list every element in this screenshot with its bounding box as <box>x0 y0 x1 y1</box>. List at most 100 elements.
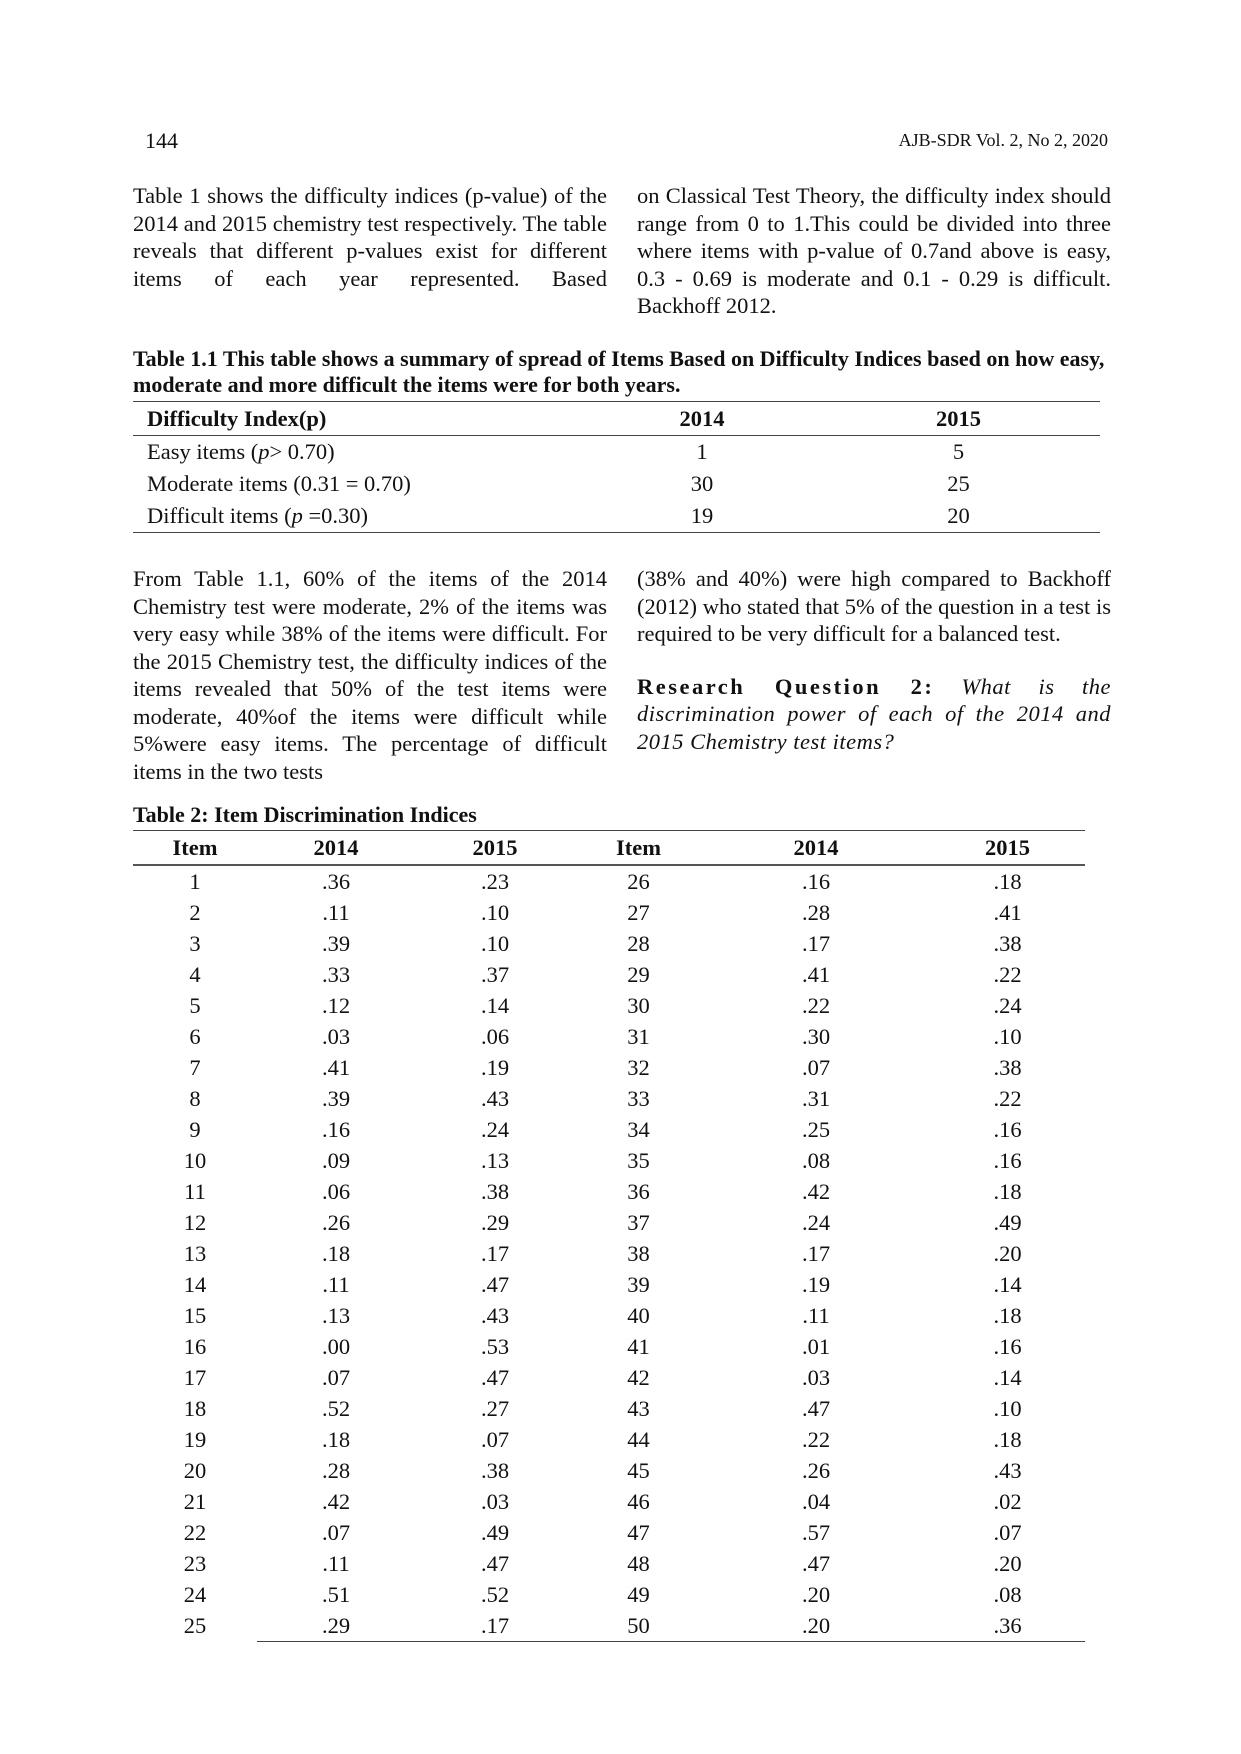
table-cell: .11 <box>322 1271 350 1297</box>
table-cell: .16 <box>801 868 831 894</box>
table-row: 8 .39 .43 33 .31 .22 <box>133 1083 1085 1114</box>
table-cell: .16 <box>993 1147 1022 1173</box>
table-row: 14 .11 .47 39 .19 .14 <box>133 1269 1085 1300</box>
table-cell: 9 <box>189 1116 201 1142</box>
table-cell: .39 <box>321 930 351 956</box>
column-header: 2015 <box>817 401 1100 436</box>
table-cell: .31 <box>801 1085 831 1111</box>
table-cell: .37 <box>480 961 510 987</box>
table-cell: 34 <box>627 1116 650 1142</box>
table-cell: 23 <box>183 1550 207 1576</box>
table-cell: .07 <box>993 1519 1022 1545</box>
table-cell: 17 <box>183 1364 207 1390</box>
table-header-row: Item 2014 2015 Item 2014 2015 <box>133 830 1085 866</box>
column-header: Item <box>133 830 257 866</box>
table-cell: 11 <box>184 1178 206 1204</box>
table-cell: .20 <box>993 1240 1022 1266</box>
table-cell: 32 <box>627 1054 650 1080</box>
table-cell: .17 <box>480 1240 510 1266</box>
table-row: 11 .06 .38 36 .42 .18 <box>133 1176 1085 1207</box>
table-cell: 31 <box>627 1023 650 1049</box>
table-row: 1 .36 .23 26 .16 .18 <box>133 865 1085 897</box>
table-row: 9 .16 .24 34 .25 .16 <box>133 1114 1085 1145</box>
table-cell: 18 <box>183 1395 207 1421</box>
column-header: 2014 <box>587 401 817 436</box>
table-cell: 22 <box>183 1519 207 1545</box>
table-row: 16 .00 .53 41 .01 .16 <box>133 1331 1085 1362</box>
cell-v2015: 25 <box>947 471 970 496</box>
table-cell: .33 <box>321 961 351 987</box>
table-cell: 16 <box>183 1333 207 1359</box>
table-cell: .22 <box>993 1085 1022 1111</box>
table-cell: .16 <box>321 1116 351 1142</box>
table-cell: .28 <box>801 899 831 925</box>
table-cell: .10 <box>480 930 510 956</box>
table-cell: 4 <box>189 961 201 987</box>
table-cell: .03 <box>321 1023 351 1049</box>
table-cell: .09 <box>321 1147 351 1173</box>
table-cell: .14 <box>993 1271 1022 1297</box>
table-row: 20 .28 .38 45 .26 .43 <box>133 1455 1085 1486</box>
table-cell: .07 <box>801 1054 831 1080</box>
table-cell: 29 <box>627 961 650 987</box>
table-cell: .29 <box>257 1610 415 1642</box>
table-cell: .10 <box>993 1395 1022 1421</box>
table-cell: .07 <box>480 1426 510 1452</box>
table-cell: 7 <box>189 1054 201 1080</box>
table-row: 4 .33 .37 29 .41 .22 <box>133 959 1085 990</box>
table-cell: 33 <box>627 1085 650 1111</box>
table-row: Moderate items (0.31 = 0.70) 30 25 <box>133 468 1100 500</box>
table-row: Easy items (p> 0.70) 1 5 <box>133 436 1100 469</box>
table-cell: .20 <box>702 1610 930 1642</box>
table-cell: 14 <box>183 1271 207 1297</box>
table-cell: 44 <box>627 1426 650 1452</box>
research-question-label: Research Question 2: <box>637 673 935 699</box>
table-row: 7 .41 .19 32 .07 .38 <box>133 1052 1085 1083</box>
table-cell: .38 <box>993 1054 1022 1080</box>
table-cell: 15 <box>183 1302 207 1328</box>
table-cell: 42 <box>627 1364 650 1390</box>
table-cell: .03 <box>480 1488 510 1514</box>
table-cell: .28 <box>321 1457 351 1483</box>
table-cell: .38 <box>993 930 1022 956</box>
table-cell: .38 <box>480 1457 510 1483</box>
table-cell: .20 <box>993 1550 1022 1576</box>
research-question-text: What is the discrimination power of each… <box>637 673 1111 754</box>
table-cell: .00 <box>321 1333 351 1359</box>
table-cell: .36 <box>321 868 351 894</box>
table-cell: .18 <box>321 1426 351 1452</box>
table-row: 6 .03 .06 31 .30 .10 <box>133 1021 1085 1052</box>
table-cell: .07 <box>321 1364 351 1390</box>
table-cell: 3 <box>189 930 201 956</box>
table-cell: .14 <box>993 1364 1022 1390</box>
table-header-row: Difficulty Index(p) 2014 2015 <box>133 401 1100 436</box>
table-cell: 21 <box>183 1488 207 1514</box>
row-label-part: Difficult items ( <box>147 503 292 528</box>
item-discrimination-table: Item 2014 2015 Item 2014 2015 1.36.23 26.… <box>133 830 1085 1642</box>
table-cell: .43 <box>993 1457 1022 1483</box>
intro-right-column: on Classical Test Theory, the difficulty… <box>637 183 1111 318</box>
column-header: 2014 <box>702 830 930 866</box>
table-cell: .49 <box>993 1209 1022 1235</box>
table-cell: .18 <box>993 1302 1022 1328</box>
table-cell: 39 <box>627 1271 650 1297</box>
table-cell: .49 <box>480 1519 510 1545</box>
intro-left-column: Table 1 shows the difficulty indices (p-… <box>133 183 607 291</box>
table-cell: .19 <box>480 1054 510 1080</box>
table-cell: .06 <box>480 1023 510 1049</box>
table-cell: .11 <box>802 1302 830 1328</box>
table-cell: .26 <box>321 1209 351 1235</box>
table-cell: .47 <box>480 1550 510 1576</box>
table-cell: .30 <box>801 1023 831 1049</box>
table2-caption: Table 2: Item Discrimination Indices <box>133 802 477 827</box>
table-row: 24 .51 .52 49 .20 .08 <box>133 1579 1085 1610</box>
table-cell: .41 <box>321 1054 351 1080</box>
table-cell: .47 <box>480 1364 510 1390</box>
table-cell: .57 <box>801 1519 831 1545</box>
table-cell: 35 <box>627 1147 650 1173</box>
body-left-column: From Table 1.1, 60% of the items of the … <box>133 566 607 784</box>
row-label-part: p <box>291 503 303 528</box>
table-cell: 8 <box>189 1085 201 1111</box>
table-cell: 36 <box>627 1178 650 1204</box>
column-header: 2015 <box>415 830 575 866</box>
